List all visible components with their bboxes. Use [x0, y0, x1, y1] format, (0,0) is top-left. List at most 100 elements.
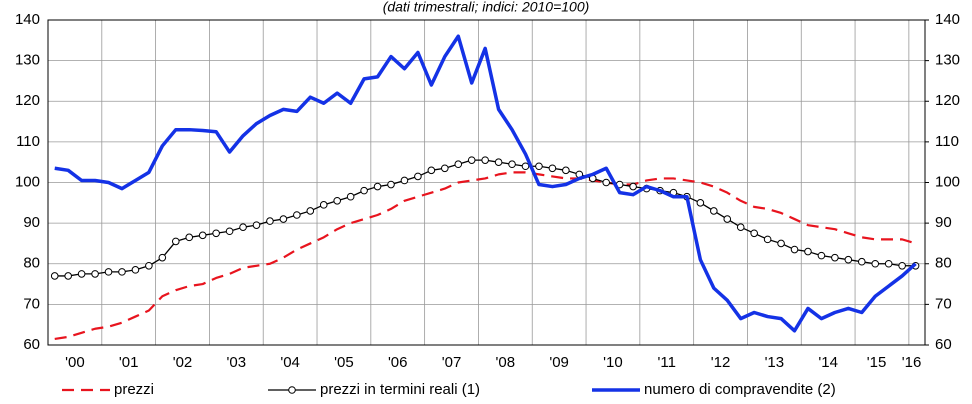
point-marker: [212, 229, 220, 238]
series-line: [54, 171, 916, 340]
point-marker: [414, 172, 422, 181]
point-marker: [360, 186, 368, 195]
point-marker: [50, 272, 59, 280]
point-marker: [750, 229, 758, 238]
point-marker: [225, 227, 234, 236]
point-marker: [118, 268, 126, 276]
point-marker: [441, 164, 449, 173]
x-tick-label: '08: [496, 354, 516, 371]
y-tick-label: 60: [23, 336, 40, 353]
x-tick-label: '14: [818, 354, 838, 371]
point-marker: [857, 257, 866, 266]
x-tick-label: '13: [765, 354, 785, 371]
point-marker: [562, 166, 570, 175]
point-marker: [252, 221, 261, 229]
y2-tick-label: 70: [935, 295, 952, 312]
x-tick-label: '00: [65, 354, 85, 371]
point-marker: [508, 160, 516, 169]
point-marker: [427, 166, 436, 175]
point-marker: [198, 231, 207, 240]
y2-tick-label: 60: [935, 336, 952, 353]
point-marker: [817, 251, 826, 260]
point-marker: [346, 192, 355, 201]
y-tick-label: 100: [15, 173, 40, 190]
point-marker: [185, 233, 194, 242]
point-marker: [790, 245, 799, 254]
point-marker: [293, 211, 301, 219]
point-marker: [467, 156, 476, 164]
point-marker: [387, 180, 395, 189]
legend-label: prezzi in termini reali (1): [320, 381, 480, 398]
point-marker: [64, 272, 72, 280]
point-marker: [898, 261, 906, 270]
x-tick-label: '06: [388, 354, 408, 371]
point-marker: [319, 201, 328, 209]
legend-label: numero di compravendite (2): [644, 381, 836, 398]
point-marker: [736, 223, 745, 231]
plot-frame: [47, 19, 926, 346]
point-marker: [239, 223, 247, 231]
series-line: [54, 34, 917, 333]
x-tick-label: '03: [227, 354, 247, 371]
x-tick-label: '01: [119, 354, 139, 371]
x-tick-label: '15: [867, 354, 887, 371]
point-marker: [777, 239, 785, 248]
point-marker: [158, 253, 167, 262]
x-tick-label: '07: [442, 354, 462, 371]
point-marker: [710, 207, 718, 215]
y-tick-label: 140: [15, 11, 40, 28]
point-marker: [373, 182, 382, 191]
point-marker: [548, 164, 557, 173]
point-marker: [279, 215, 288, 223]
y-tick-label: 110: [16, 133, 40, 150]
y2-tick-label: 100: [935, 173, 960, 190]
point-marker: [481, 156, 489, 164]
point-marker: [454, 160, 463, 169]
point-marker: [884, 259, 893, 268]
point-marker: [171, 237, 180, 246]
y2-tick-label: 90: [935, 214, 952, 231]
x-tick-label: '05: [334, 354, 354, 371]
point-marker: [871, 259, 880, 268]
point-marker: [145, 261, 153, 270]
point-marker: [91, 270, 99, 278]
point-marker: [266, 217, 274, 225]
y-tick-label: 120: [15, 92, 40, 109]
y-tick-label: 80: [23, 255, 40, 272]
point-marker: [306, 207, 315, 215]
x-tick-label: '12: [711, 354, 731, 371]
y-tick-label: 70: [23, 295, 40, 312]
legend-marker: [288, 386, 296, 394]
x-tick-label: '11: [658, 354, 676, 371]
x-tick-label: '04: [280, 354, 300, 371]
y2-tick-label: 140: [935, 11, 960, 28]
point-marker: [400, 176, 409, 185]
point-marker: [831, 253, 839, 262]
x-tick-label: '09: [549, 354, 569, 371]
point-marker: [723, 215, 732, 223]
point-marker: [629, 182, 637, 191]
point-marker: [494, 158, 503, 166]
point-marker: [696, 199, 705, 207]
point-marker: [763, 235, 772, 244]
y2-tick-label: 110: [935, 133, 959, 150]
y-tick-label: 130: [15, 52, 40, 69]
legend-label: prezzi: [114, 381, 154, 398]
point-marker: [104, 268, 113, 276]
y2-tick-label: 130: [935, 52, 960, 69]
chart-subtitle: (dati trimestrali; indici: 2010=100): [383, 0, 590, 15]
x-tick-label: '02: [173, 354, 193, 371]
y2-tick-label: 80: [935, 255, 952, 272]
point-marker: [521, 162, 530, 171]
x-tick-label: '10: [603, 354, 623, 371]
point-marker: [602, 178, 611, 187]
point-marker: [804, 247, 812, 256]
x-tick-label: '16: [902, 354, 922, 371]
y-tick-label: 90: [23, 214, 40, 231]
point-marker: [844, 255, 853, 264]
y2-tick-label: 120: [935, 92, 960, 109]
point-marker: [333, 196, 341, 205]
point-marker: [535, 162, 543, 171]
